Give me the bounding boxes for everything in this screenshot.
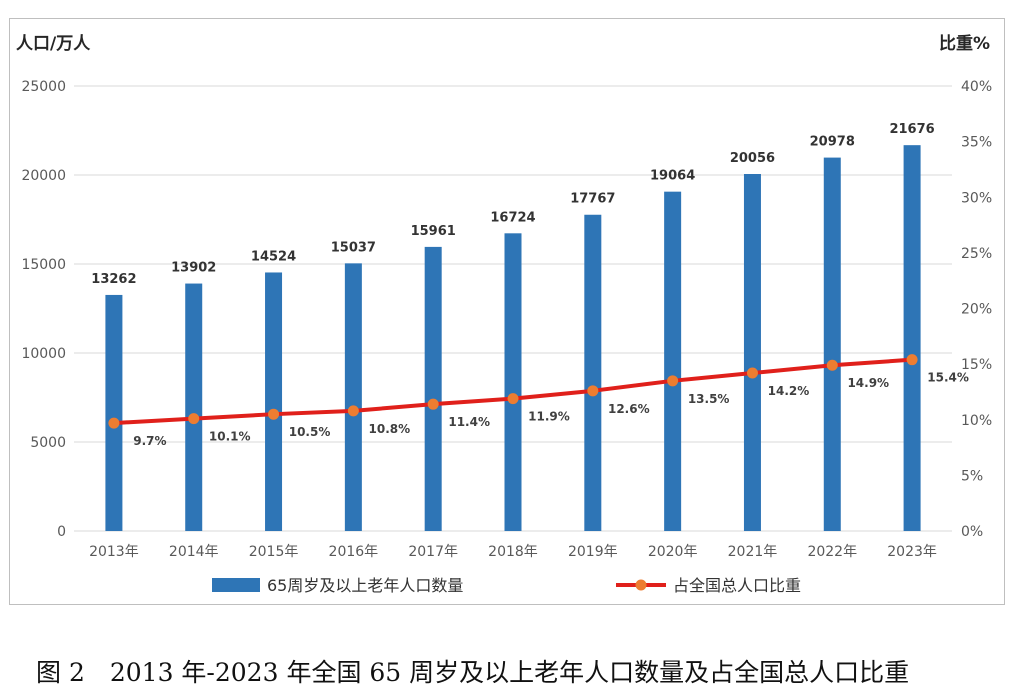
chart-svg: 0 5000 10000 15000 20000 25000 0% 5% 10% 15% 20% 25… [16,33,992,595]
x-tick-label: 2015年 [249,544,299,560]
bar [584,214,602,531]
line-marker [427,398,439,410]
y-left-tick-label: 15000 [21,257,66,273]
y-right-tick-label: 35% [961,135,992,151]
bar-data-label: 21676 [889,122,934,137]
y-right-tick-label: 30% [961,190,992,206]
y-right-tick-label: 25% [961,246,992,262]
bar-data-label: 17767 [570,192,615,207]
line-marker [268,408,280,420]
line-marker [108,417,120,429]
line-marker [507,393,519,405]
bar [504,233,522,531]
line-data-label: 9.7% [133,434,166,448]
bar-data-label: 20056 [730,151,775,166]
legend-swatch-marker [635,579,647,591]
bar-data-label: 16724 [490,210,535,225]
bar [823,157,841,531]
bar-data-label: 13262 [91,272,136,287]
line-data-label: 10.5% [289,425,331,439]
x-tick-label: 2021年 [728,544,778,560]
y-right-tick-label: 15% [961,357,992,373]
line-marker [746,367,758,379]
y-right-tick-label: 10% [961,413,992,429]
x-tick-label: 2013年 [89,544,139,560]
bar-data-label: 15961 [411,224,456,239]
bar-data-label: 20978 [810,135,855,150]
line-data-label: 14.2% [768,384,810,398]
legend-label-line: 占全国总人口比重 [673,576,801,595]
y-right-tick-label: 5% [961,468,983,484]
bar [424,246,442,531]
bar-data-label: 19064 [650,169,695,184]
bar [265,272,283,531]
y-right-tick-label: 40% [961,79,992,95]
line-data-label: 11.4% [448,415,490,429]
x-tick-label: 2014年 [169,544,219,560]
line-marker [347,405,359,417]
line-marker [826,359,838,371]
x-tick-label: 2017年 [408,544,458,560]
bar-data-label: 15037 [331,240,376,255]
x-tick-label: 2016年 [329,544,379,560]
line-data-label: 12.6% [608,402,650,416]
line-marker [667,375,679,387]
figure-caption: 图 2 2013 年-2023 年全国 65 周岁及以上老年人口数量及占全国总人… [36,658,910,687]
chart-frame: 0 5000 10000 15000 20000 25000 0% 5% 10% 15% 20% 25… [9,18,1005,605]
line-data-label: 14.9% [847,376,889,390]
y-left-tick-label: 25000 [21,79,66,95]
y-right-tick-label: 20% [961,302,992,318]
y-right-axis-title: 比重% [939,33,990,54]
bar [903,145,921,531]
line-data-label: 15.4% [927,371,969,385]
line-data-label: 10.1% [209,430,251,444]
line-marker [906,354,918,366]
bar [664,191,682,531]
x-tick-label: 2020年 [648,544,698,560]
y-left-tick-label: 20000 [21,168,66,184]
x-tick-label: 2019年 [568,544,618,560]
y-left-axis-title: 人口/万人 [16,34,91,54]
line-data-label: 10.8% [369,422,411,436]
x-tick-label: 2018年 [488,544,538,560]
x-tick-label: 2022年 [807,544,857,560]
line-data-label: 13.5% [688,392,730,406]
legend-label-bars: 65周岁及以上老年人口数量 [267,576,463,595]
bar-data-label: 14524 [251,249,296,264]
y-left-tick-label: 5000 [30,435,66,451]
y-right-tick-label: 0% [961,524,983,540]
legend-swatch-bars [212,578,260,592]
bar [105,294,123,531]
bar [185,283,203,531]
line-marker [587,385,599,397]
line-data-label: 11.9% [528,410,570,424]
bar-data-label: 13902 [171,261,216,276]
y-left-tick-label: 10000 [21,346,66,362]
y-left-tick-label: 0 [57,524,66,540]
x-tick-label: 2023年 [887,544,937,560]
bar [743,174,761,531]
bar [344,263,362,531]
line-marker [188,413,200,425]
